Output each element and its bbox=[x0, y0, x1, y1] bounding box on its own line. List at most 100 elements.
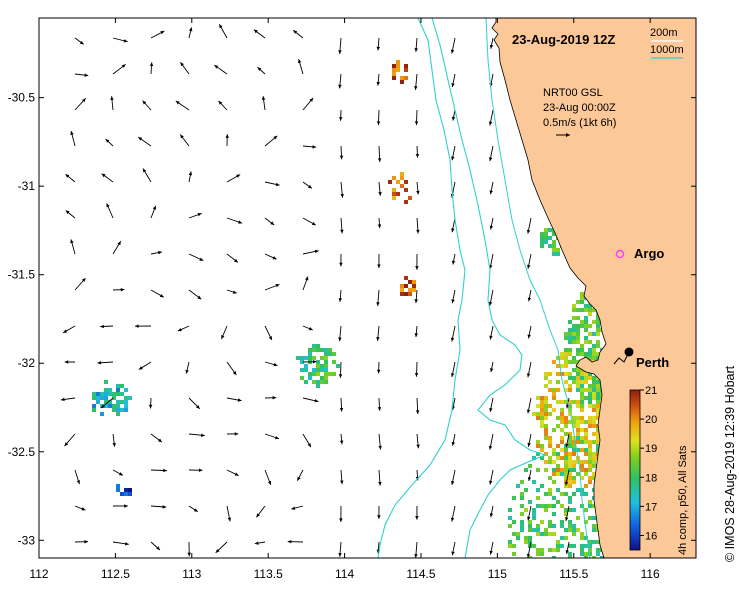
current-arrow-icon bbox=[264, 325, 273, 341]
sst-pixel bbox=[548, 444, 552, 448]
sst-pixel bbox=[572, 532, 576, 536]
sst-pixel bbox=[556, 380, 560, 384]
sst-pixel bbox=[308, 356, 312, 360]
product-time: 23-Aug 00:00Z bbox=[543, 102, 616, 114]
sst-pixel bbox=[572, 424, 576, 428]
sst-pixel bbox=[544, 452, 548, 456]
colorbar-tick-label: 18 bbox=[645, 472, 657, 484]
current-arrow-icon bbox=[226, 397, 242, 402]
sst-pixel bbox=[592, 432, 596, 436]
sst-pixel bbox=[308, 372, 312, 376]
sst-pixel bbox=[564, 380, 568, 384]
sst-pixel bbox=[576, 424, 580, 428]
sst-pixel bbox=[96, 400, 100, 404]
current-arrow-icon bbox=[100, 324, 114, 329]
sst-pixel bbox=[556, 356, 560, 360]
current-arrow-icon bbox=[302, 433, 312, 448]
pink-circle-icon bbox=[615, 249, 625, 259]
current-arrow-icon bbox=[451, 109, 456, 121]
current-arrow-icon bbox=[221, 325, 228, 340]
current-arrow-icon bbox=[226, 289, 237, 294]
sst-pixel bbox=[548, 588, 552, 592]
current-arrow-icon bbox=[489, 325, 494, 340]
current-arrow-icon bbox=[377, 145, 382, 162]
sst-pixel bbox=[604, 572, 608, 576]
sst-pixel bbox=[564, 424, 568, 428]
colorbar-tick-label: 17 bbox=[645, 501, 657, 513]
current-arrow-icon bbox=[338, 361, 343, 378]
sst-pixel bbox=[548, 440, 552, 444]
sst-pixel bbox=[552, 360, 556, 364]
sst-pixel bbox=[556, 252, 560, 256]
current-arrow-icon bbox=[264, 181, 280, 187]
current-arrow-icon bbox=[488, 145, 494, 162]
current-scale-label: 0.5m/s (1kt 6h) bbox=[543, 117, 616, 129]
sst-pixel bbox=[556, 388, 560, 392]
depth-legend-1000m: 1000m bbox=[650, 44, 684, 56]
sst-pixel bbox=[600, 560, 604, 564]
sst-pixel bbox=[576, 380, 580, 384]
current-arrow-icon bbox=[565, 433, 570, 448]
current-arrow-icon bbox=[150, 250, 162, 255]
sst-pixel bbox=[300, 360, 304, 364]
current-arrow-icon bbox=[416, 217, 420, 234]
sst-pixel bbox=[576, 400, 580, 404]
sst-pixel bbox=[548, 388, 552, 392]
current-arrow-icon bbox=[414, 325, 419, 338]
current-arrow-icon bbox=[226, 361, 237, 376]
current-arrow-icon bbox=[177, 325, 190, 332]
sst-pixel bbox=[596, 412, 600, 416]
sst-pixel bbox=[560, 420, 564, 424]
sst-pixel bbox=[104, 392, 108, 396]
sst-pixel bbox=[512, 532, 516, 536]
sst-pixel bbox=[580, 344, 584, 348]
current-arrow-icon bbox=[65, 210, 76, 219]
sst-pixel bbox=[568, 404, 572, 408]
sst-pixel bbox=[392, 64, 396, 68]
sst-pixel bbox=[568, 320, 572, 324]
sst-pixel bbox=[568, 440, 572, 444]
sst-pixel bbox=[520, 568, 524, 572]
sst-pixel bbox=[532, 456, 536, 460]
sst-pixel bbox=[592, 344, 596, 348]
sst-pixel bbox=[508, 544, 512, 548]
sst-pixel bbox=[592, 476, 596, 480]
current-arrow-icon bbox=[339, 505, 343, 522]
sst-pixel bbox=[560, 352, 564, 356]
sst-pixel bbox=[592, 540, 596, 544]
current-arrow-icon bbox=[74, 37, 84, 45]
sst-pixel bbox=[388, 180, 392, 184]
sst-pixel bbox=[400, 184, 404, 188]
sst-pixel bbox=[536, 412, 540, 416]
current-arrow-icon bbox=[60, 397, 76, 402]
sst-pixel bbox=[568, 524, 572, 528]
current-arrow-icon bbox=[110, 96, 114, 111]
sst-pixel bbox=[584, 492, 588, 496]
sst-pixel bbox=[584, 436, 588, 440]
sst-pixel bbox=[324, 368, 328, 372]
sst-pixel bbox=[596, 440, 600, 444]
current-arrow-icon bbox=[376, 289, 380, 306]
current-arrow-icon bbox=[527, 505, 532, 521]
sst-pixel bbox=[116, 384, 120, 388]
sst-pixel bbox=[544, 580, 548, 584]
sst-pixel bbox=[560, 436, 564, 440]
sst-pixel bbox=[596, 332, 600, 336]
sst-pixel bbox=[568, 352, 572, 356]
sst-pixel bbox=[604, 584, 608, 588]
sst-pixel bbox=[580, 352, 584, 356]
sst-pixel bbox=[576, 352, 580, 356]
sst-pixel bbox=[568, 384, 572, 388]
sst-pixel bbox=[568, 472, 572, 476]
sst-pixel bbox=[592, 356, 596, 360]
sst-pixel bbox=[104, 396, 108, 400]
current-arrow-icon bbox=[135, 324, 152, 328]
sst-pixel bbox=[568, 436, 572, 440]
sst-pixel bbox=[524, 488, 528, 492]
sst-pixel bbox=[112, 392, 116, 396]
current-arrow-icon bbox=[488, 109, 494, 126]
sst-pixel bbox=[540, 576, 544, 580]
sst-pixel bbox=[108, 388, 112, 392]
current-arrow-icon bbox=[264, 135, 278, 147]
